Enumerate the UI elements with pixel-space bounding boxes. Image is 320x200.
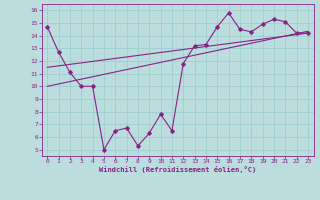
- X-axis label: Windchill (Refroidissement éolien,°C): Windchill (Refroidissement éolien,°C): [99, 166, 256, 173]
